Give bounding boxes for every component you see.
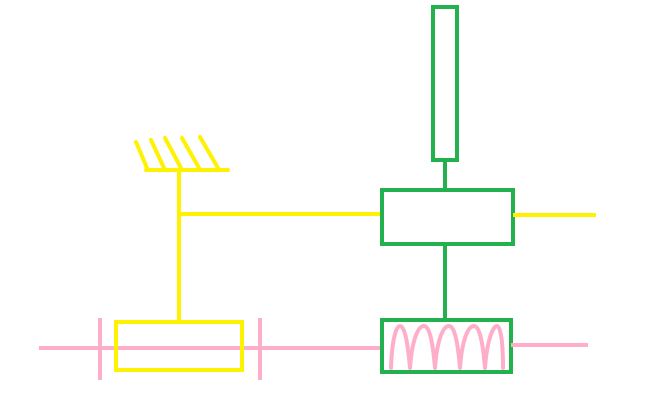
vertical-rod bbox=[431, 5, 459, 162]
ground-hatch-1 bbox=[134, 140, 149, 170]
ground-support bbox=[134, 135, 230, 172]
ground-hatch-4 bbox=[180, 136, 201, 170]
spring-coil bbox=[389, 324, 505, 370]
ground-hatch-5 bbox=[198, 135, 220, 170]
slider-block bbox=[114, 320, 244, 372]
ground-hatch-3 bbox=[163, 136, 183, 170]
upper-block bbox=[380, 188, 515, 246]
ground-hatch-2 bbox=[149, 138, 166, 170]
